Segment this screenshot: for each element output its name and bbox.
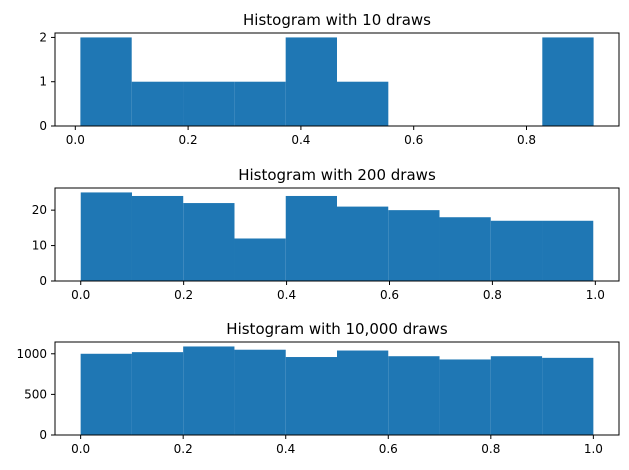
x-tick-label: 0.2 <box>174 442 193 456</box>
histogram-bar <box>234 349 286 435</box>
y-tick-label: 0 <box>39 428 47 442</box>
histogram-bar <box>337 81 389 126</box>
x-tick-label: 1.0 <box>584 442 603 456</box>
x-tick-label: 0.0 <box>71 442 90 456</box>
histogram-bar <box>80 192 132 281</box>
chart-2: Histogram with 200 draws 0.0 0.2 0.4 0.6 0.8 1… <box>32 166 620 302</box>
chart-title: Histogram with 200 draws <box>238 166 436 184</box>
histogram-bar <box>490 220 543 281</box>
y-tick-label: 0 <box>39 274 47 288</box>
histogram-bar <box>131 352 184 435</box>
histogram-bar <box>542 357 594 435</box>
histogram-bar <box>439 217 491 281</box>
histogram-bar <box>80 37 132 126</box>
x-tick-label: 0.0 <box>66 133 85 147</box>
histogram-bar <box>285 357 337 435</box>
axes-frame <box>54 341 620 436</box>
y-tick-label: 20 <box>32 203 47 217</box>
histogram-bar <box>439 359 491 435</box>
histogram-bar <box>183 346 235 435</box>
chart-1: Histogram with 10 draws 0.0 0.2 0.4 0.6 0.8 0 1… <box>39 11 620 147</box>
axes-frame <box>54 187 620 282</box>
x-tick-label: 0.4 <box>277 288 296 302</box>
x-tick-label: 0.8 <box>517 133 536 147</box>
x-tick-label: 0.8 <box>483 288 502 302</box>
histogram-bar <box>183 81 235 126</box>
histogram-bar <box>285 195 337 281</box>
histogram-bar <box>80 353 132 435</box>
histogram-bar <box>131 81 184 126</box>
x-tick-label: 0.0 <box>71 288 90 302</box>
chart-title: Histogram with 10 draws <box>243 11 431 29</box>
x-tick-label: 0.6 <box>404 133 423 147</box>
y-tick-label: 10 <box>32 239 47 253</box>
x-tick-label: 0.2 <box>179 133 198 147</box>
y-tick-label: 2 <box>39 30 47 44</box>
histogram-bar <box>388 210 440 281</box>
histogram-bar <box>337 350 389 435</box>
axes-frame <box>54 32 620 127</box>
y-tick-label: 1 <box>39 75 47 89</box>
x-tick-label: 0.2 <box>174 288 193 302</box>
chart-3: Histogram with 10,000 draws 0.0 0.2 0.4 0.6 0… <box>16 320 620 456</box>
x-tick-label: 0.8 <box>481 442 500 456</box>
histogram-bar <box>490 356 543 435</box>
histogram-bar <box>542 37 594 126</box>
y-tick-label: 0 <box>39 119 47 133</box>
y-tick-label: 1000 <box>16 347 47 361</box>
y-tick-label: 500 <box>24 387 47 401</box>
histogram-bar <box>388 356 440 435</box>
histogram-bar <box>183 203 235 281</box>
x-tick-label: 0.6 <box>379 442 398 456</box>
histogram-bar <box>234 238 286 281</box>
chart-title: Histogram with 10,000 draws <box>226 320 448 338</box>
histogram-bar <box>285 37 337 126</box>
x-tick-label: 0.4 <box>276 442 295 456</box>
histogram-bar <box>131 195 184 281</box>
x-tick-label: 0.4 <box>291 133 310 147</box>
x-tick-label: 1.0 <box>586 288 605 302</box>
histogram-bar <box>542 220 594 281</box>
x-tick-label: 0.6 <box>380 288 399 302</box>
histogram-bar <box>337 206 389 281</box>
histogram-bar <box>234 81 286 126</box>
